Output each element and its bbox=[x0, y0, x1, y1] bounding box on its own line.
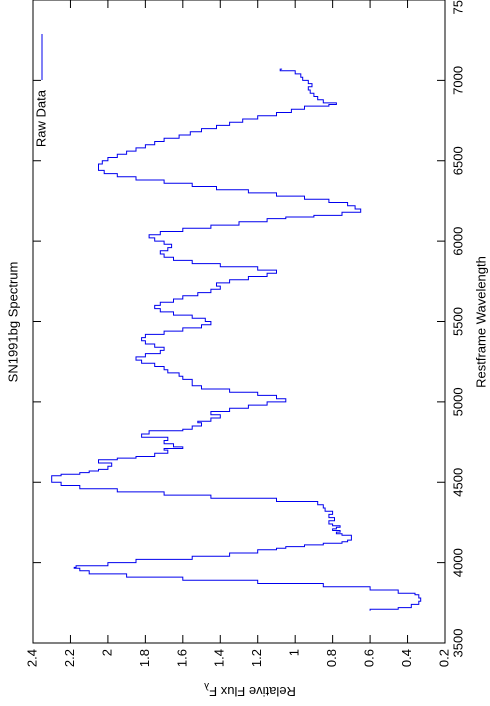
y-tick-label: 2.4 bbox=[24, 649, 39, 667]
legend-label-raw-data: Raw Data bbox=[33, 89, 48, 147]
x-tick-label: 5000 bbox=[450, 387, 465, 416]
x-tick-label: 4500 bbox=[450, 468, 465, 497]
series-layer bbox=[51, 68, 422, 611]
x-axis-ticks: 3500 4000 4500 5000 5500 6000 6500 7000 7500 bbox=[33, 0, 465, 657]
y-tick-label: 2 bbox=[99, 649, 114, 656]
x-axis-label: Restframe Wavelength bbox=[473, 256, 488, 388]
x-tick-label: 7500 bbox=[450, 0, 465, 14]
y-tick-label: 1.6 bbox=[174, 649, 189, 667]
x-tick-label: 7000 bbox=[450, 66, 465, 95]
x-tick-label: 3500 bbox=[450, 629, 465, 658]
y-tick-label: 0.4 bbox=[399, 649, 414, 667]
plot-frame bbox=[32, 0, 446, 644]
y-tick-label: 1 bbox=[287, 649, 302, 656]
y-axis-label-text: Relative Flux F bbox=[209, 684, 296, 699]
y-axis-label-subscript: λ bbox=[204, 680, 209, 691]
x-tick-label: 6500 bbox=[450, 146, 465, 175]
y-tick-label: 0.8 bbox=[324, 649, 339, 667]
y-tick-label: 2.2 bbox=[62, 649, 77, 667]
y-axis-ticks: 0.2 0.4 0.6 0.8 1 1.2 1.4 1.6 1.8 2 2.2 2.4 bbox=[24, 0, 451, 667]
x-tick-label: 5500 bbox=[450, 307, 465, 336]
y-tick-label: 1.8 bbox=[137, 649, 152, 667]
y-tick-label: 0.6 bbox=[362, 649, 377, 667]
x-tick-label: 4000 bbox=[450, 548, 465, 577]
series-line-raw-data bbox=[51, 68, 422, 611]
y-axis-label: Relative Flux Fλ bbox=[204, 680, 296, 698]
y-tick-label: 1.2 bbox=[249, 649, 264, 667]
y-tick-label: 1.4 bbox=[212, 649, 227, 667]
chart-title: SN1991bg Spectrum bbox=[5, 262, 20, 383]
y-tick-label: 0.2 bbox=[436, 649, 451, 667]
x-tick-label: 6000 bbox=[450, 227, 465, 256]
legend: Raw Data bbox=[33, 34, 48, 147]
